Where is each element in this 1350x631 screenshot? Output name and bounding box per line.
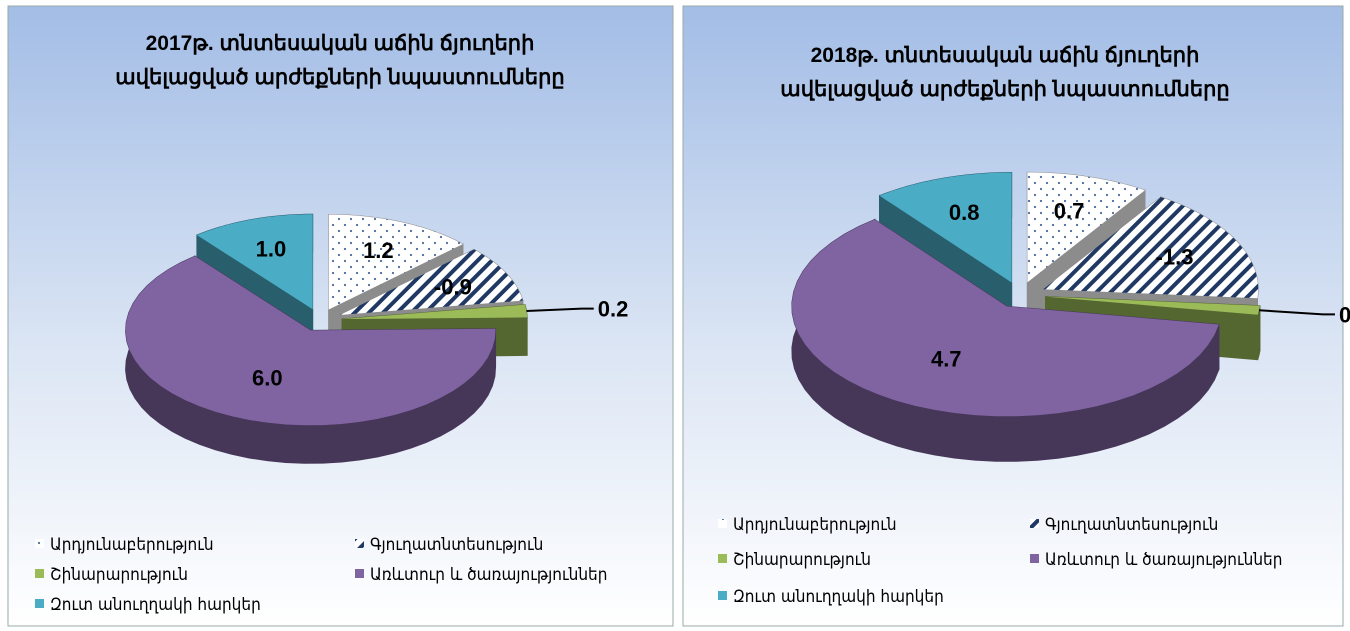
legend-label: Շինարարություն [50, 565, 188, 585]
legend-swatch [1030, 519, 1039, 528]
legend-swatch [35, 539, 44, 548]
slice [342, 304, 528, 320]
legend-label: Առևտուր և ծառայություններ [1045, 550, 1282, 570]
legend-label: Զուտ անուղղակի հարկեր [733, 587, 944, 607]
data-label: 0.2 [598, 297, 629, 322]
legend-swatch [355, 569, 364, 578]
slice-side [1257, 305, 1261, 360]
legend-swatch [35, 569, 44, 578]
legend-label: Առևտուր և ծառայություններ [370, 565, 607, 585]
slice [791, 219, 1219, 417]
legend-label: Գյուղատնտեսություն [370, 535, 543, 555]
data-label: 4.7 [931, 346, 962, 371]
slice [125, 256, 496, 426]
legend-label: Շինարարություն [733, 550, 871, 570]
data-label: 0.8 [949, 200, 980, 225]
slice [879, 172, 1012, 283]
legend-label: Արդյունաբերություն [733, 515, 897, 535]
data-label: 6.0 [252, 366, 283, 391]
slice [1043, 197, 1259, 299]
data-label: -1.3 [1156, 244, 1194, 269]
legend-swatch [718, 519, 727, 528]
legend-label: Զուտ անուղղակի հարկեր [50, 595, 261, 615]
legend-label: Արդյունաբերություն [50, 535, 214, 555]
leader-line [526, 307, 594, 313]
slice [1027, 172, 1145, 283]
legend-swatch [35, 599, 44, 608]
data-label: 0.1 [1339, 302, 1350, 327]
title-line: ավելացված արժեքների նպաստումները [780, 78, 1230, 101]
data-label: 1.0 [256, 236, 287, 261]
title-line: ավելացված արժեքների նպաստումները [115, 66, 565, 89]
data-label: -0.9 [434, 275, 472, 300]
legend-swatch [718, 591, 727, 600]
data-label: 1.2 [363, 238, 394, 263]
legend-label: Գյուղատնտեսություն [1045, 515, 1218, 535]
title-line: 2017թ. տնտեսական աճին ճյուղերի [146, 32, 535, 55]
chart-title: 2017թ. տնտեսական աճին ճյուղերի ավելացված … [115, 32, 565, 89]
slice [1045, 296, 1260, 315]
leader-line [1258, 309, 1335, 316]
data-label: 0.7 [1054, 199, 1085, 224]
slice [196, 214, 313, 310]
legend-swatch [1030, 554, 1039, 563]
slice [339, 249, 523, 315]
slice [328, 214, 463, 310]
legend-swatch [718, 554, 727, 563]
chart-title: 2018թ. տնտեսական աճին ճյուղերի ավելացված … [780, 44, 1230, 101]
title-line: 2018թ. տնտեսական աճին ճյուղերի [811, 44, 1200, 67]
legend-swatch [355, 539, 364, 548]
